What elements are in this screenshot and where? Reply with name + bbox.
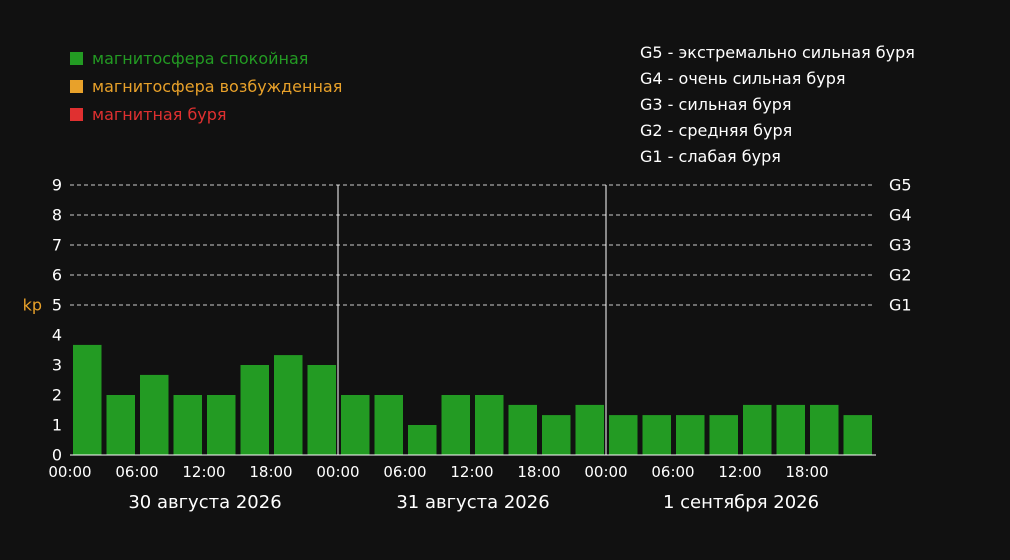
legend-label-excited: магнитосфера возбужденная	[92, 76, 343, 96]
storm-level-g1: G1 - слабая буря	[640, 147, 781, 166]
y-tick-label: 0	[52, 446, 62, 465]
bar	[408, 425, 437, 455]
y-tick-label: 6	[52, 266, 62, 285]
day-label-2: 31 августа 2026	[396, 492, 550, 513]
bar	[676, 415, 705, 455]
bar	[542, 415, 571, 455]
bar	[106, 395, 135, 455]
legend: магнитосфера спокойная магнитосфера возб…	[70, 44, 342, 128]
storm-level-g2: G2 - средняя буря	[640, 121, 793, 140]
bar	[642, 415, 671, 455]
legend-item-storm: магнитная буря	[70, 100, 342, 128]
bar	[609, 415, 638, 455]
bar	[207, 395, 236, 455]
y-tick-label: 1	[52, 416, 62, 435]
bar	[776, 404, 805, 455]
bar	[374, 395, 403, 455]
storm-level-g4: G4 - очень сильная буря	[640, 69, 846, 88]
x-tick-label: 18:00	[785, 463, 828, 481]
y-tick-label: 7	[52, 236, 62, 255]
legend-label-storm: магнитная буря	[92, 104, 227, 124]
legend-swatch-calm	[70, 51, 83, 65]
right-axis-label-G3: G3	[889, 236, 912, 255]
bar	[73, 344, 102, 455]
x-tick-label: 12:00	[450, 463, 493, 481]
bar	[274, 355, 303, 455]
right-axis-label-G2: G2	[889, 266, 912, 285]
bar	[575, 404, 604, 455]
bar	[743, 404, 772, 455]
bar	[240, 365, 269, 455]
bar	[475, 395, 504, 455]
right-axis-label-G4: G4	[889, 206, 912, 225]
bar	[341, 395, 370, 455]
legend-label-calm: магнитосфера спокойная	[92, 48, 309, 68]
x-tick-label: 06:00	[651, 463, 694, 481]
x-tick-label: 12:00	[182, 463, 225, 481]
x-tick-label: 00:00	[48, 463, 91, 481]
right-axis-label-G5: G5	[889, 176, 912, 195]
legend-swatch-excited	[70, 79, 83, 93]
y-tick-label: 2	[52, 386, 62, 405]
y-tick-label: 3	[52, 356, 62, 375]
bar	[843, 415, 872, 455]
legend-item-calm: магнитосфера спокойная	[70, 44, 342, 72]
x-tick-label: 18:00	[249, 463, 292, 481]
legend-swatch-storm	[70, 107, 83, 121]
storm-level-legend: G5 - экстремально сильная буря G4 - очен…	[640, 43, 915, 173]
bar	[441, 395, 470, 455]
day-label-1: 30 августа 2026	[128, 492, 282, 513]
storm-level-g5: G5 - экстремально сильная буря	[640, 43, 915, 62]
y-tick-label: 4	[52, 326, 62, 345]
bar	[173, 395, 202, 455]
bar	[810, 404, 839, 455]
legend-item-excited: магнитосфера возбужденная	[70, 72, 342, 100]
bar	[307, 365, 336, 455]
bar	[140, 374, 169, 455]
x-tick-label: 00:00	[316, 463, 359, 481]
y-axis-label: kp	[23, 296, 42, 315]
bar	[508, 404, 537, 455]
x-tick-label: 12:00	[718, 463, 761, 481]
x-tick-label: 18:00	[517, 463, 560, 481]
right-axis-label-G1: G1	[889, 296, 912, 315]
storm-level-g3: G3 - сильная буря	[640, 95, 792, 114]
y-tick-label: 5	[52, 296, 62, 315]
x-tick-label: 06:00	[383, 463, 426, 481]
day-label-3: 1 сентября 2026	[662, 492, 820, 513]
x-tick-label: 00:00	[584, 463, 627, 481]
y-tick-label: 9	[52, 176, 62, 195]
bar	[709, 415, 738, 455]
y-tick-label: 8	[52, 206, 62, 225]
x-tick-label: 06:00	[115, 463, 158, 481]
